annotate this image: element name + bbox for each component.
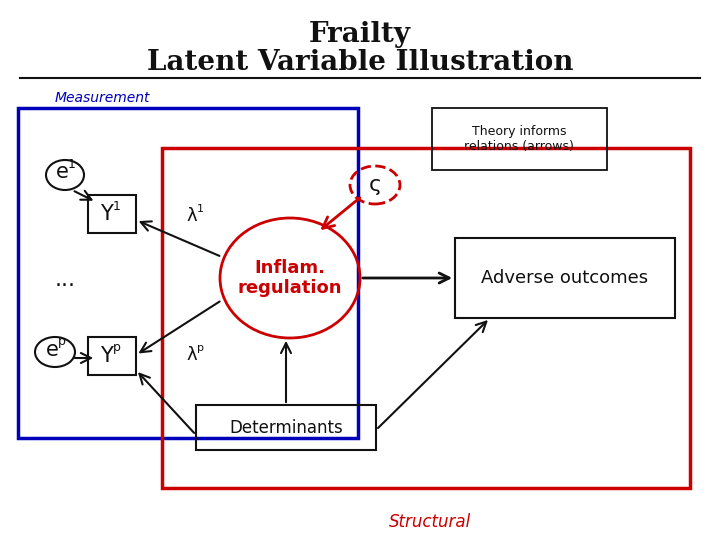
Bar xyxy=(88,337,136,375)
Bar xyxy=(88,195,136,233)
Text: Measurement: Measurement xyxy=(55,91,150,105)
Text: e: e xyxy=(55,162,68,182)
Text: p: p xyxy=(113,341,121,354)
Text: Inflam.
regulation: Inflam. regulation xyxy=(238,259,342,298)
Text: λ: λ xyxy=(186,346,197,364)
Text: 1: 1 xyxy=(113,199,121,213)
Text: ς: ς xyxy=(369,175,382,195)
Bar xyxy=(455,238,675,318)
Text: e: e xyxy=(45,340,58,360)
Text: Determinants: Determinants xyxy=(229,419,343,437)
Bar xyxy=(432,108,607,170)
Bar xyxy=(162,148,690,488)
Bar xyxy=(196,405,376,450)
Text: Y: Y xyxy=(99,204,112,224)
Text: Structural: Structural xyxy=(389,513,471,531)
Text: Frailty: Frailty xyxy=(309,22,411,49)
Text: p: p xyxy=(197,343,204,353)
Text: 1: 1 xyxy=(68,159,76,172)
Bar xyxy=(18,108,358,438)
Text: Y: Y xyxy=(99,346,112,366)
Text: ...: ... xyxy=(55,270,76,290)
Text: 1: 1 xyxy=(197,204,204,214)
Text: Adverse outcomes: Adverse outcomes xyxy=(482,269,649,287)
Text: Theory informs
relations (arrows): Theory informs relations (arrows) xyxy=(464,125,574,153)
Text: p: p xyxy=(58,335,66,348)
Text: Latent Variable Illustration: Latent Variable Illustration xyxy=(147,49,573,76)
Text: λ: λ xyxy=(186,207,197,225)
